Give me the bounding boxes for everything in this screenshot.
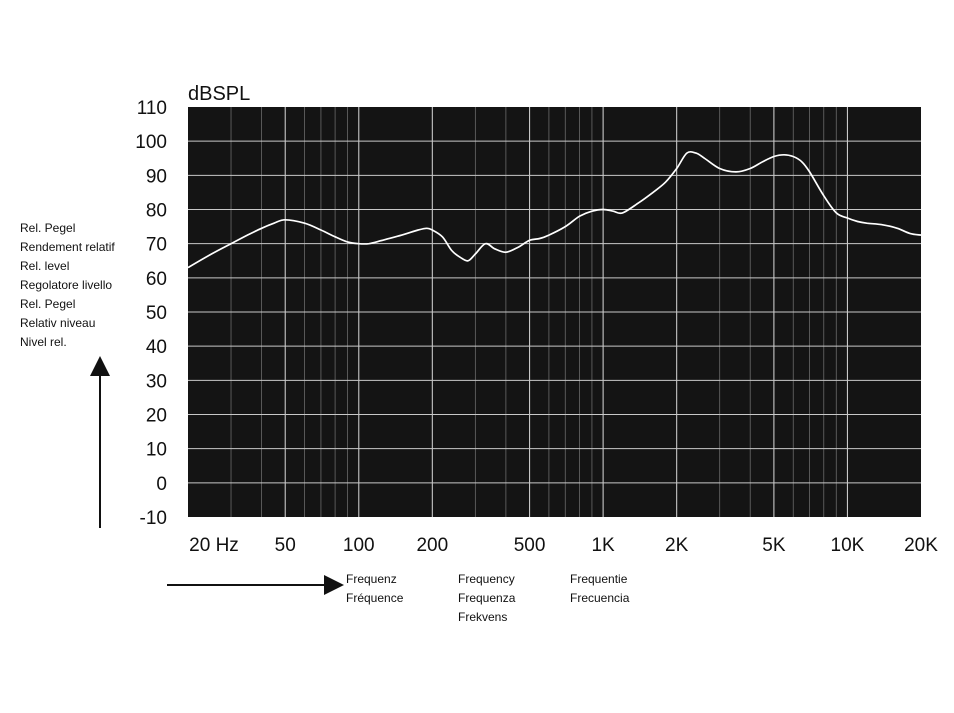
x-tick-label: 50 (275, 535, 296, 556)
y-axis-multilingual-labels: Rel. Pegel Rendement relatif Rel. level Reg… (20, 221, 115, 349)
x-axis-label-text: Frequentie (570, 572, 628, 586)
x-tick-label: 20 Hz (189, 535, 239, 556)
x-axis-label-text: Fréquence (346, 591, 404, 605)
y-tick-label: 70 (146, 235, 167, 256)
x-axis-label-text: Frecuencia (570, 591, 630, 605)
y-tick-label: 60 (146, 269, 167, 290)
x-axis-multilingual-labels: Frequenz Fréquence Frequency Frequenza Frekv… (346, 572, 630, 624)
y-tick-label: 0 (156, 474, 167, 495)
y-tick-label: 90 (146, 166, 167, 187)
x-tick-labels: 20 Hz 50 100 200 500 1K 2K 5K 10K 20K (189, 535, 938, 556)
y-axis-label-text: Nivel rel. (20, 335, 67, 349)
x-tick-label: 20K (904, 535, 938, 556)
x-tick-label: 200 (416, 535, 448, 556)
x-tick-label: 5K (762, 535, 786, 556)
y-unit-label: dBSPL (188, 83, 250, 105)
x-tick-label: 10K (831, 535, 865, 556)
x-axis-label-text: Frequenz (346, 572, 397, 586)
y-tick-label: 100 (135, 132, 167, 153)
grid-lines (188, 107, 921, 517)
x-tick-label: 2K (665, 535, 689, 556)
y-axis-label-text: Rel. level (20, 259, 69, 273)
y-axis-label-text: Relativ niveau (20, 316, 95, 330)
y-tick-label: -10 (140, 508, 167, 529)
y-tick-label: 40 (146, 337, 167, 358)
y-axis-label-text: Rel. Pegel (20, 221, 75, 235)
y-tick-label: 110 (137, 98, 167, 119)
y-axis-label-text: Regolatore livello (20, 278, 112, 292)
y-tick-label: 50 (146, 303, 167, 324)
response-curve (187, 150, 922, 269)
y-axis-label-text: Rel. Pegel (20, 297, 75, 311)
x-tick-label: 500 (514, 535, 546, 556)
y-axis-label-text: Rendement relatif (20, 240, 115, 254)
y-tick-label: 30 (146, 371, 167, 392)
x-tick-label: 1K (591, 535, 615, 556)
x-axis-label-text: Frequency (458, 572, 515, 586)
x-tick-label: 100 (343, 535, 375, 556)
y-tick-label: 20 (146, 406, 167, 427)
y-tick-label: 80 (146, 201, 167, 222)
x-axis-label-text: Frekvens (458, 610, 507, 624)
x-axis-label-text: Frequenza (458, 591, 516, 605)
y-tick-label: 10 (146, 440, 167, 461)
